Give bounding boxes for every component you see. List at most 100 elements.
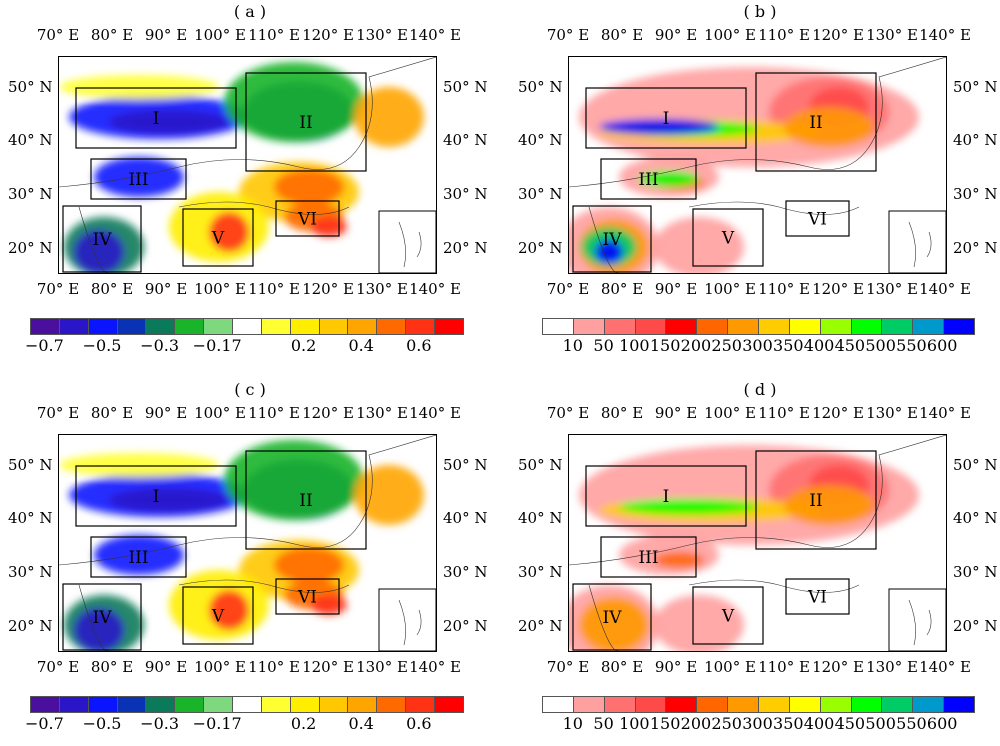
region-box-II <box>755 72 877 172</box>
inset-coastline <box>908 599 932 646</box>
colorbar-label: 0.4 <box>348 336 374 355</box>
colorbar-swatch <box>406 319 436 334</box>
colorbar-swatch <box>88 697 118 712</box>
region-label: V <box>721 607 735 627</box>
lat-label-left: 50° N <box>518 456 563 474</box>
lon-label-bottom: 80° E <box>90 280 134 298</box>
region-box-VI <box>275 200 340 237</box>
lat-label-right: 30° N <box>953 563 998 581</box>
colorbar-swatch <box>377 697 407 712</box>
lon-label-bottom: 120° E <box>302 658 354 676</box>
lat-label-left: 50° N <box>518 78 563 96</box>
field-patch <box>209 590 249 630</box>
region-label: III <box>128 170 148 190</box>
lon-label-bottom: 110° E <box>248 658 300 676</box>
boundary-line <box>59 435 436 566</box>
lon-label-bottom: 90° E <box>654 658 698 676</box>
lon-label-bottom: 140° E <box>409 280 461 298</box>
colorbar-swatch <box>117 697 147 712</box>
field-patch <box>654 595 744 651</box>
region-label: III <box>128 548 148 568</box>
region-box-III <box>600 158 697 200</box>
colorbar-swatch <box>851 319 883 334</box>
region-label: IV <box>93 230 113 250</box>
lon-label-top: 90° E <box>144 404 188 422</box>
colorbar-swatch <box>882 319 914 334</box>
region-box-II <box>245 450 367 550</box>
region-label: V <box>211 229 225 249</box>
lon-label-top: 80° E <box>600 26 644 44</box>
lon-label-top: 90° E <box>654 404 698 422</box>
colorbar-swatch <box>406 697 436 712</box>
lon-label-bottom: 110° E <box>758 658 810 676</box>
colorbar-swatch <box>290 697 320 712</box>
colorbar-label: 350 <box>773 336 804 355</box>
region-box-V <box>182 586 254 645</box>
colorbar-swatch <box>348 697 378 712</box>
colorbar-swatch <box>31 697 60 712</box>
colorbar-label: 50 <box>593 714 614 733</box>
field-patch <box>595 240 623 264</box>
panel-a: ( a ) 70° E 80° E 90° E 100° E 110° E 120° E 13… <box>0 0 500 368</box>
region-label: I <box>663 487 670 507</box>
colorbar-label: −0.5 <box>82 714 122 733</box>
region-label: VI <box>297 210 317 230</box>
map-area: I II III IV V VI <box>568 434 947 652</box>
colorbar-swatch <box>820 319 852 334</box>
lon-label-top: 70° E <box>36 26 80 44</box>
colorbar-label: 500 <box>865 714 896 733</box>
lon-label-top: 80° E <box>600 404 644 422</box>
field-patch <box>109 488 229 512</box>
colorbar-label: 10 <box>562 336 583 355</box>
colorbar-swatch <box>604 697 636 712</box>
lon-label-top: 100° E <box>704 404 756 422</box>
colorbar-label: −0.3 <box>140 714 180 733</box>
colorbar-swatch <box>377 319 407 334</box>
colorbar-swatch <box>913 697 945 712</box>
panel-c: ( c ) 70° E 80° E 90° E 100° E 110° E 120° E 13… <box>0 378 500 746</box>
colorbar-label: 50 <box>593 336 614 355</box>
field-layer <box>59 62 424 273</box>
lon-label-bottom: 120° E <box>302 280 354 298</box>
field-patch <box>94 535 184 575</box>
lon-label-top: 130° E <box>866 404 918 422</box>
lon-label-top: 90° E <box>654 26 698 44</box>
colorbar-label: −0.17 <box>192 714 242 733</box>
colorbar-label: 200 <box>680 714 712 733</box>
lon-label-top: 110° E <box>248 26 300 44</box>
panel-title: ( d ) <box>743 380 777 399</box>
lon-label-bottom: 80° E <box>600 658 644 676</box>
field-patch <box>619 499 759 515</box>
lon-label-top: 80° E <box>90 26 134 44</box>
lon-label-top: 120° E <box>812 26 864 44</box>
colorbar-label: 300 <box>742 714 773 733</box>
lat-label-left: 50° N <box>8 78 53 96</box>
lon-label-bottom: 90° E <box>654 280 698 298</box>
region-box-IV <box>572 205 652 273</box>
region-box-VI <box>785 578 850 615</box>
colorbar-label: 150 <box>649 714 681 733</box>
lat-label-right: 20° N <box>953 239 998 257</box>
lon-label-bottom: 120° E <box>812 658 864 676</box>
region-label: II <box>809 113 822 133</box>
colorbar <box>30 318 464 335</box>
region-box-III <box>90 158 187 200</box>
colorbar-swatch <box>728 697 760 712</box>
colorbar-swatch <box>31 319 60 334</box>
colorbar <box>30 696 464 713</box>
panel-title: ( b ) <box>743 2 777 21</box>
lon-label-top: 130° E <box>356 26 408 44</box>
lat-label-left: 30° N <box>518 563 563 581</box>
field-patch <box>654 217 744 273</box>
inset-coastline <box>398 221 422 268</box>
lat-label-left: 40° N <box>8 509 53 527</box>
map-area: I II III IV V VI <box>58 56 437 274</box>
coastline <box>588 579 860 651</box>
region-label: III <box>638 548 658 568</box>
lon-label-bottom: 70° E <box>546 658 590 676</box>
region-label: III <box>638 170 658 190</box>
lon-label-bottom: 90° E <box>144 280 188 298</box>
lon-label-top: 100° E <box>194 404 246 422</box>
colorbar-label: 0.6 <box>406 714 432 733</box>
